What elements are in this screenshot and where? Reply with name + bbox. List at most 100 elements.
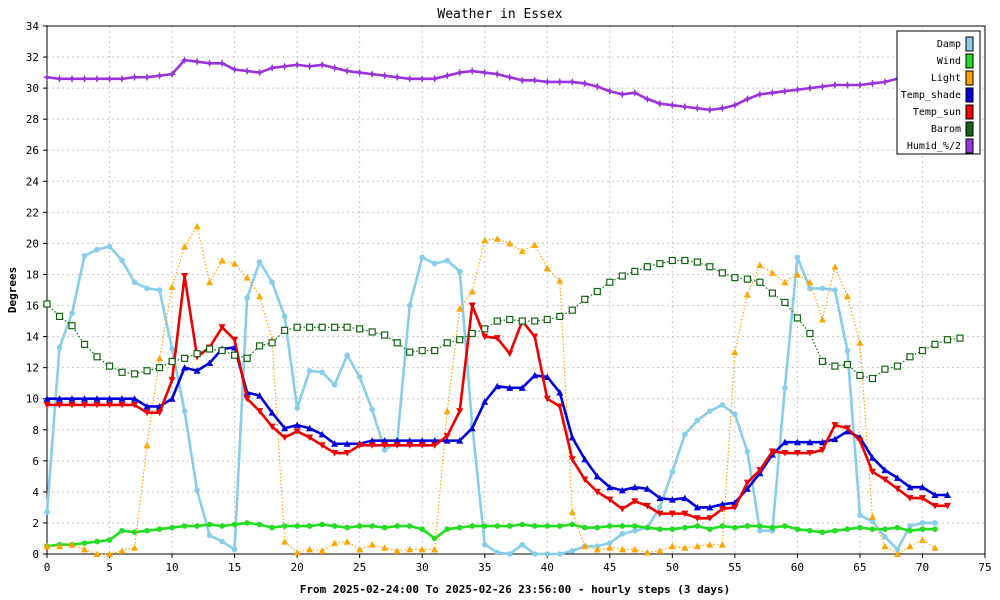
data-point-wind xyxy=(394,523,400,529)
data-point-light xyxy=(218,256,226,264)
data-point-temp-sun xyxy=(156,409,164,417)
data-point-temp-sun xyxy=(768,448,776,456)
y-tick-label: 24 xyxy=(26,175,40,188)
data-point-damp xyxy=(657,504,663,511)
data-point-temp-sun xyxy=(918,495,926,502)
data-point-wind xyxy=(757,523,763,529)
data-point-wind xyxy=(269,524,275,531)
data-point-temp-sun xyxy=(831,422,839,429)
data-point-damp xyxy=(281,313,288,320)
data-point-temp-sun xyxy=(268,423,276,431)
data-point-temp-sun xyxy=(481,333,489,341)
data-point-barom xyxy=(768,289,776,297)
data-point-humid-2 xyxy=(655,99,664,108)
data-point-damp xyxy=(294,405,300,411)
data-point-temp-sun xyxy=(856,437,864,445)
data-point-light xyxy=(843,292,851,300)
data-point-damp xyxy=(131,279,138,286)
x-tick-label: 65 xyxy=(853,561,866,574)
x-tick-label: 25 xyxy=(353,561,366,574)
data-point-barom xyxy=(356,325,364,333)
data-point-light xyxy=(493,235,501,242)
data-point-damp xyxy=(732,411,738,418)
data-point-wind xyxy=(882,526,888,532)
x-tick-label: 0 xyxy=(44,561,51,574)
data-point-damp xyxy=(682,431,688,438)
data-point-temp-shade xyxy=(893,474,901,481)
data-point-damp xyxy=(882,534,888,540)
data-point-humid-2 xyxy=(730,101,739,110)
data-point-damp xyxy=(69,310,75,317)
data-point-damp xyxy=(419,254,426,261)
data-point-wind xyxy=(644,524,651,531)
data-point-temp-sun xyxy=(656,510,664,518)
data-point-damp xyxy=(832,287,838,293)
legend-label-light: Light xyxy=(931,73,961,84)
data-point-barom xyxy=(531,317,539,325)
data-point-barom xyxy=(130,370,139,378)
data-point-wind xyxy=(494,523,501,529)
data-point-temp-sun xyxy=(68,401,76,409)
data-point-temp-shade xyxy=(68,395,76,402)
data-point-humid-2 xyxy=(80,74,89,83)
data-point-temp-shade xyxy=(718,500,726,508)
data-point-light xyxy=(668,542,676,550)
data-point-temp-shade xyxy=(881,466,889,474)
data-point-temp-sun xyxy=(693,515,701,522)
data-point-humid-2 xyxy=(243,67,252,76)
data-point-humid-2 xyxy=(105,74,114,83)
data-point-damp xyxy=(369,406,375,413)
data-point-damp xyxy=(744,448,751,455)
data-point-humid-2 xyxy=(643,94,652,103)
data-point-temp-sun xyxy=(331,450,339,457)
y-tick-label: 22 xyxy=(26,206,39,219)
data-point-light xyxy=(568,508,576,516)
data-point-light xyxy=(656,547,664,554)
data-point-wind xyxy=(919,526,926,532)
data-point-barom xyxy=(381,331,389,339)
data-point-barom xyxy=(431,346,439,355)
data-point-damp xyxy=(607,540,613,546)
data-point-light xyxy=(393,547,401,554)
data-point-damp xyxy=(819,285,826,292)
data-point-temp-sun xyxy=(706,515,714,522)
data-point-temp-shade xyxy=(556,388,564,396)
legend-label-humid-2: Humid_%/2 xyxy=(907,141,961,152)
data-point-barom xyxy=(856,371,864,380)
data-point-temp-sun xyxy=(681,510,689,518)
data-point-temp-sun xyxy=(368,442,376,449)
series-line-damp xyxy=(45,245,935,556)
data-point-damp xyxy=(169,346,175,352)
data-point-damp xyxy=(269,279,275,286)
data-point-damp xyxy=(119,257,125,264)
data-point-barom xyxy=(706,263,714,271)
data-point-light xyxy=(418,545,426,553)
data-point-damp xyxy=(857,512,863,518)
y-tick-label: 28 xyxy=(26,113,39,126)
data-point-light xyxy=(481,236,489,244)
data-point-barom xyxy=(743,275,751,283)
legend-swatch-light xyxy=(965,70,974,86)
data-point-light xyxy=(931,544,939,551)
data-point-temp-sun xyxy=(893,485,901,493)
data-point-barom xyxy=(868,374,877,383)
data-point-light xyxy=(93,550,101,557)
data-point-wind xyxy=(594,524,601,531)
x-tick-label: 75 xyxy=(978,561,991,574)
data-point-temp-shade xyxy=(43,395,51,402)
data-point-light xyxy=(56,542,64,550)
data-point-temp-sun xyxy=(43,401,51,409)
data-point-wind xyxy=(131,529,138,536)
data-point-wind xyxy=(219,523,225,529)
data-point-humid-2 xyxy=(230,65,239,74)
data-point-temp-shade xyxy=(131,395,139,402)
data-point-wind xyxy=(444,526,451,532)
y-tick-label: 14 xyxy=(26,331,40,344)
y-tick-label: 6 xyxy=(32,455,39,468)
data-point-barom xyxy=(268,339,276,347)
data-point-damp xyxy=(894,546,901,553)
data-point-humid-2 xyxy=(880,77,889,86)
data-point-humid-2 xyxy=(805,84,814,93)
